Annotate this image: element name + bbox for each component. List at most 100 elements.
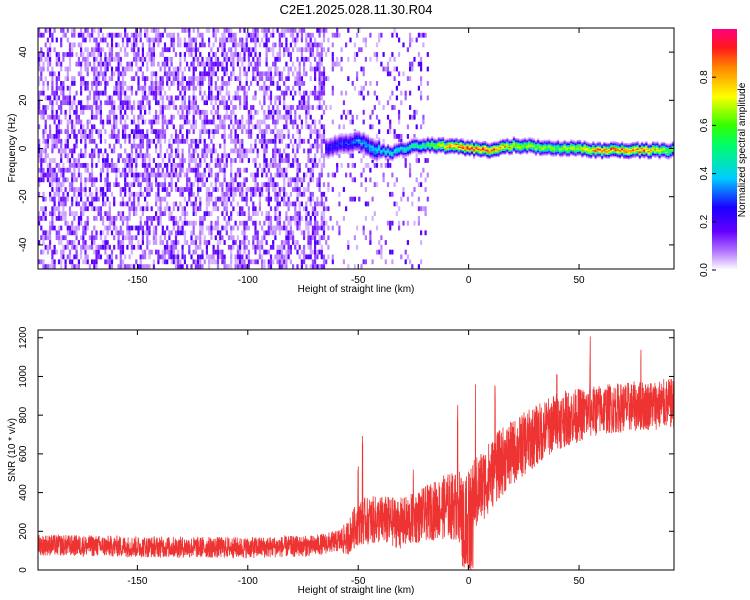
spectrogram-cell [331,259,334,265]
spectrogram-cell [426,172,429,178]
spectrogram-cell [186,264,189,269]
spectrogram-signal-cell [455,146,458,148]
spectrogram-cell [124,66,127,72]
spectrogram-cell [166,148,169,154]
spectrogram-cell [318,90,321,96]
spectrogram-cell [210,47,213,53]
spectrogram-signal-cell [442,145,445,147]
spectrogram-cell [322,264,326,269]
spectrogram-signal-cell [455,140,458,142]
spectrogram-cell [245,153,248,159]
spectrogram-signal-cell [455,148,458,150]
spectrogram-signal-cell [338,145,341,147]
spectrogram-signal-cell [356,149,359,152]
spectrogram-signal-cell [345,141,348,143]
spectrogram-signal-cell [442,140,445,142]
spectrogram-cell [157,138,160,144]
spectrogram-cell [97,129,100,134]
spectrogram-cell [422,32,425,38]
spectrogram-cell [155,95,158,101]
spectrogram-signal-cell [333,150,337,152]
spectrogram-cell [298,76,301,81]
spectrogram-cell [190,47,193,53]
spectrogram-cell [340,66,343,72]
spectrogram-cell [152,167,155,173]
spectrogram-signal-cell [411,145,414,147]
spectrogram-cell [161,182,164,187]
spectrogram-cell [245,201,248,207]
spectrogram-cell [274,66,277,72]
spectrogram-cell [93,90,96,96]
spectrogram-cell [296,182,299,187]
spectrogram-signal-cell [358,136,361,138]
spectrogram-cell [227,191,231,197]
spectrogram-signal-cell [439,142,443,144]
spectrogram-cell [71,240,74,245]
spectrogram-cell [261,187,264,192]
spectrogram-signal-cell [406,142,409,144]
spectrogram-cell [252,158,255,163]
spectrogram-cell [97,76,100,81]
spectrogram-cell [155,211,158,216]
spectrogram-cell [287,153,290,159]
spectrogram-cell [159,172,162,178]
spectrogram-cell [102,90,105,96]
spectrogram-signal-cell [329,146,332,148]
spectrogram-cell [144,28,147,33]
spectrogram-cell [305,32,308,38]
spectrogram-cell [342,109,345,115]
spectrogram-cell [166,124,169,130]
spectrogram-cell [375,114,379,120]
spectrogram-signal-cell [393,145,396,147]
spectrogram-cell [166,56,169,62]
spectrogram-cell [155,76,158,81]
spectrogram-cell [139,114,142,120]
spectrogram-cell [283,196,286,202]
spectrogram-cell [369,114,372,120]
spectrogram-signal-cell [479,155,482,157]
spectrogram-cell [398,109,401,115]
spectrogram-cell [168,105,171,110]
spectrogram-cell [183,206,186,212]
spectrogram-cell [159,211,162,216]
spectrogram-cell [380,254,383,260]
spectrogram-cell [199,216,202,221]
spectrogram-cell [128,225,131,231]
spectrogram-cell [73,81,76,86]
spectrogram-cell [44,76,47,81]
spectrogram-cell [97,134,100,139]
spectrogram-cell [415,109,418,115]
spectrogram-cell [108,182,111,187]
spectrogram-cell [236,138,239,144]
spectrogram-cell [163,61,167,67]
spectrogram-signal-cell [386,146,390,148]
spectrogram-signal-cell [369,148,372,150]
spectrogram-signal-cell [389,146,392,148]
spectrogram-cell [130,76,133,81]
spectrogram-cell [126,230,129,236]
spectrogram-cell [73,28,76,33]
spectrogram-cell [216,259,220,265]
spectrogram-cell [163,249,167,255]
spectrogram-cell [128,230,131,236]
spectrogram-cell [77,119,80,125]
spectrogram-cell [320,42,323,48]
spectrogram-signal-cell [453,150,456,152]
spectrogram-signal-cell [347,138,350,141]
spectrogram-cell [40,52,43,57]
spectrogram-cell [256,71,259,77]
spectrogram-cell [375,249,379,255]
spectrogram-cell [124,167,127,173]
spectrogram-cell [369,81,372,86]
spectrogram-cell [172,66,175,72]
spectrogram-cell [144,177,147,183]
spectrogram-signal-cell [373,155,376,157]
spectrogram-signal-cell [327,141,330,144]
spectrogram-cell [42,66,45,72]
spectrogram-cell [152,47,155,53]
spectrogram-cell [130,119,133,125]
spectrogram-cell [318,182,321,187]
spectrogram-signal-cell [393,143,396,145]
spectrogram-cell [409,114,412,120]
spectrogram-signal-cell [464,146,467,149]
